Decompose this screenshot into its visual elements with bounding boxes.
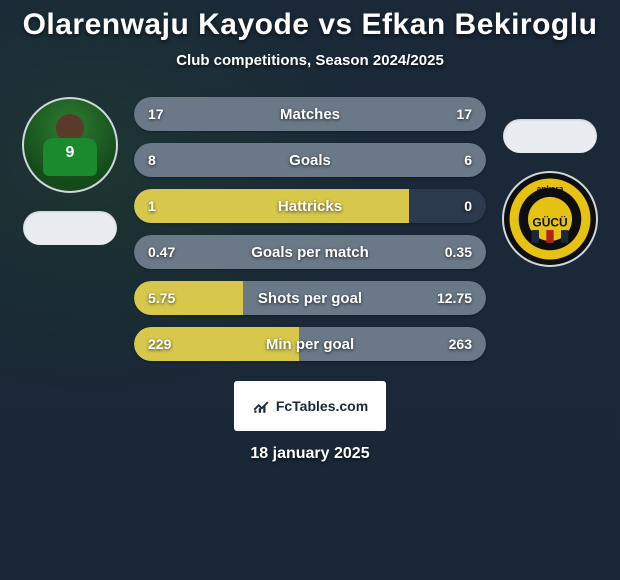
- stat-label: Hattricks: [134, 198, 486, 215]
- stat-value-right: 12.75: [437, 290, 472, 306]
- brand-logo[interactable]: FcTables.com: [234, 381, 386, 431]
- page-title: Olarenwaju Kayode vs Efkan Bekiroglu: [0, 8, 620, 42]
- left-player-column: 9: [20, 97, 120, 245]
- stat-row: 229Min per goal263: [134, 327, 486, 361]
- stats-column: 17Matches17 8Goals6 1Hattricks0 0.47Goals p…: [134, 97, 486, 361]
- stat-value-right: 0.35: [445, 244, 472, 260]
- stat-label: Shots per goal: [134, 290, 486, 307]
- stat-value-right: 6: [464, 152, 472, 168]
- stat-row: 0.47Goals per match0.35: [134, 235, 486, 269]
- stat-label: Goals per match: [134, 244, 486, 261]
- stat-label: Matches: [134, 106, 486, 123]
- stat-row: 8Goals6: [134, 143, 486, 177]
- stat-label: Goals: [134, 152, 486, 169]
- brand-label: FcTables.com: [276, 398, 368, 414]
- stat-row: 5.75Shots per goal12.75: [134, 281, 486, 315]
- stat-value-right: 17: [456, 106, 472, 122]
- stat-row: 1Hattricks0: [134, 189, 486, 223]
- subtitle: Club competitions, Season 2024/2025: [0, 52, 620, 69]
- chart-icon: [252, 397, 270, 415]
- right-club-badge: ankara GÜCÜ: [502, 171, 598, 267]
- stat-row: 17Matches17: [134, 97, 486, 131]
- stat-value-right: 263: [449, 336, 472, 352]
- player-silhouette: 9: [35, 110, 105, 180]
- svg-text:ankara: ankara: [537, 184, 564, 193]
- left-player-photo: 9: [22, 97, 118, 193]
- stat-value-right: 0: [464, 198, 472, 214]
- right-flag-placeholder: [503, 119, 597, 153]
- left-flag-placeholder: [23, 211, 117, 245]
- svg-text:GÜCÜ: GÜCÜ: [532, 214, 567, 229]
- jersey-number: 9: [35, 144, 105, 162]
- right-player-column: ankara GÜCÜ: [500, 119, 600, 267]
- date-line: 18 january 2025: [0, 445, 620, 463]
- stat-label: Min per goal: [134, 336, 486, 353]
- club-badge-icon: ankara GÜCÜ: [504, 173, 596, 265]
- compare-area: 9 17Matches17 8Goals6 1Hattricks0 0.47Goals…: [0, 97, 620, 361]
